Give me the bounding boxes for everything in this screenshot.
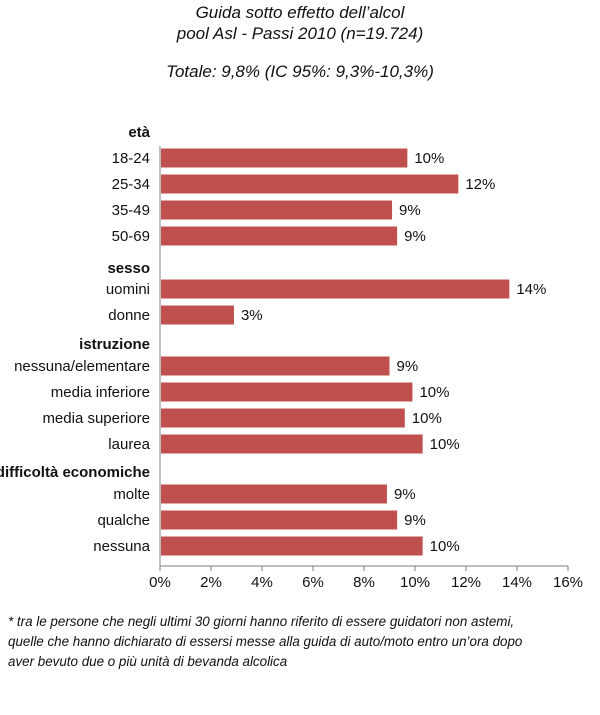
bar — [161, 382, 413, 402]
bar — [161, 174, 459, 194]
data-label: 10% — [414, 150, 444, 167]
bar — [161, 226, 398, 246]
data-label: 14% — [516, 281, 546, 298]
category-label: nessuna/elementare — [14, 358, 150, 375]
footnote: * tra le persone che negli ultimi 30 gio… — [8, 612, 593, 672]
category-label: qualche — [97, 512, 150, 529]
category-label: uomini — [106, 281, 150, 298]
category-label: 35-49 — [112, 202, 150, 219]
category-label: nessuna — [93, 538, 150, 555]
category-label: 25-34 — [112, 176, 150, 193]
group-label: istruzione — [79, 336, 150, 353]
bar — [161, 484, 387, 504]
bar — [161, 200, 393, 220]
category-label: molte — [113, 486, 150, 503]
chart-title: Guida sotto effetto dell’alcol — [195, 3, 405, 22]
category-label: media inferiore — [51, 384, 150, 401]
x-tick-label: 14% — [502, 574, 532, 591]
category-label: donne — [108, 307, 150, 324]
data-label: 3% — [241, 307, 263, 324]
data-label: 9% — [394, 486, 416, 503]
x-tick-label: 2% — [200, 574, 222, 591]
bar — [161, 408, 405, 428]
x-tick-label: 12% — [451, 574, 481, 591]
x-tick-label: 6% — [302, 574, 324, 591]
x-tick-label: 10% — [400, 574, 430, 591]
group-label: difficoltà economiche — [0, 464, 150, 481]
x-tick-label: 8% — [353, 574, 375, 591]
x-tick-label: 16% — [553, 574, 583, 591]
data-label: 10% — [430, 436, 460, 453]
group-label: sesso — [107, 260, 150, 277]
x-tick-label: 0% — [149, 574, 171, 591]
bar — [161, 305, 234, 325]
category-label: 18-24 — [112, 150, 150, 167]
bar — [161, 148, 408, 168]
data-label: 10% — [412, 410, 442, 427]
data-label: 10% — [419, 384, 449, 401]
data-label: 9% — [399, 202, 421, 219]
footnote-line: aver bevuto due o più unità di bevanda a… — [8, 654, 288, 669]
chart-total: Totale: 9,8% (IC 95%: 9,3%-10,3%) — [166, 62, 434, 81]
data-label: 9% — [404, 512, 426, 529]
bar — [161, 356, 390, 376]
category-label: 50-69 — [112, 228, 150, 245]
footnote-line: quelle che hanno dichiarato di essersi m… — [8, 634, 523, 649]
bar — [161, 510, 398, 530]
bar — [161, 279, 510, 299]
data-label: 9% — [397, 358, 419, 375]
data-label: 9% — [404, 228, 426, 245]
data-label: 12% — [465, 176, 495, 193]
bar — [161, 536, 423, 556]
bar-chart: età 18-24 10% 25-34 12% 35-49 9% 50-69 9% sesso uo… — [0, 124, 583, 591]
chart-subtitle: pool Asl - Passi 2010 (n=19.724) — [176, 24, 424, 43]
category-label: media superiore — [42, 410, 150, 427]
footnote-line: * tra le persone che negli ultimi 30 gio… — [8, 614, 515, 629]
category-label: laurea — [108, 436, 150, 453]
x-tick-label: 4% — [251, 574, 273, 591]
group-label: età — [128, 124, 150, 141]
bar — [161, 434, 423, 454]
data-label: 10% — [430, 538, 460, 555]
